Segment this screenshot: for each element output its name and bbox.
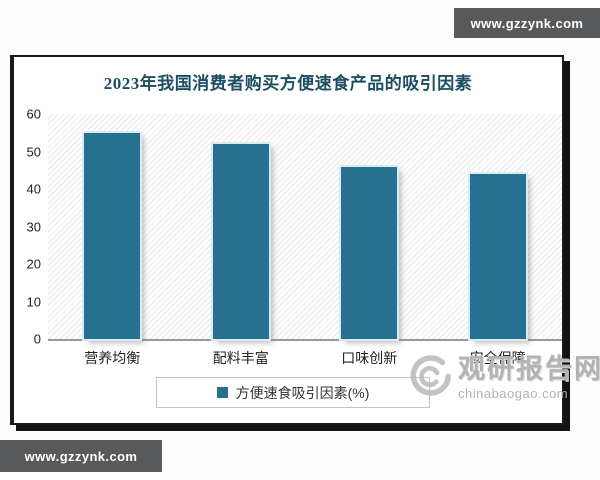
- y-tick-label: 60: [26, 106, 41, 122]
- legend-label: 方便速食吸引因素(%): [235, 384, 370, 401]
- bar: [84, 132, 141, 339]
- plot-area: [48, 114, 562, 341]
- x-category-label: 口味创新: [341, 350, 398, 366]
- legend-marker-icon: [216, 387, 228, 398]
- watermark-top-right-text: www.gzzynk.com: [470, 15, 584, 31]
- x-axis-labels: 营养均衡 配料丰富 口味创新 安全保障: [48, 348, 562, 368]
- chart-title: 2023年我国消费者购买方便速食产品的吸引因素: [103, 74, 473, 93]
- y-tick-label: 40: [26, 181, 41, 197]
- x-category-label: 营养均衡: [84, 350, 141, 366]
- bar: [469, 174, 526, 339]
- bar-slot: [48, 114, 177, 339]
- bar-slot: [434, 114, 563, 339]
- x-category-label: 配料丰富: [212, 350, 269, 366]
- bar-chart: 2023年我国消费者购买方便速食产品的吸引因素 0 10 20 30 40 50 60 营养…: [10, 55, 564, 425]
- watermark-bottom-left-text: www.gzzynk.com: [24, 448, 138, 464]
- y-tick-label: 0: [33, 331, 41, 347]
- y-tick-label: 30: [26, 219, 41, 234]
- watermark-bottom-left: www.gzzynk.com: [0, 440, 162, 472]
- y-tick-label: 10: [26, 294, 41, 310]
- watermark-top-right: www.gzzynk.com: [454, 8, 600, 38]
- y-axis-labels: 0 10 20 30 40 50 60: [14, 107, 44, 347]
- bar: [212, 144, 269, 339]
- legend: 方便速食吸引因素(%): [156, 377, 430, 408]
- bar-slot: [177, 114, 306, 339]
- x-category-label: 安全保障: [469, 350, 526, 366]
- bar: [341, 166, 398, 339]
- y-tick-label: 50: [26, 144, 41, 159]
- bar-slot: [305, 114, 434, 339]
- y-tick-label: 20: [26, 256, 41, 272]
